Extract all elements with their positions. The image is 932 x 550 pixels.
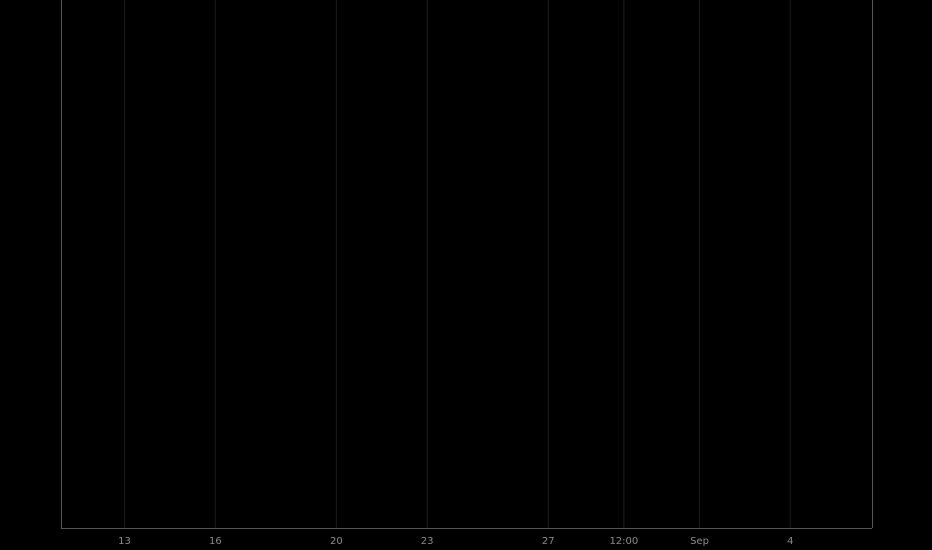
time-tick-label: 23 [421, 536, 434, 547]
time-tick-label: 16 [209, 536, 222, 547]
time-tick-label: 13 [118, 536, 131, 547]
time-tick-label: 20 [330, 536, 343, 547]
time-axis[interactable]: 13 16 20 23 27 12:00 Sep 4 [118, 536, 793, 547]
time-tick-label: 27 [542, 536, 555, 547]
time-tick-label: 12:00 [609, 536, 638, 547]
grid-lines [124, 0, 791, 528]
time-tick-label: 4 [787, 536, 793, 547]
time-tick-label: Sep [690, 536, 709, 547]
